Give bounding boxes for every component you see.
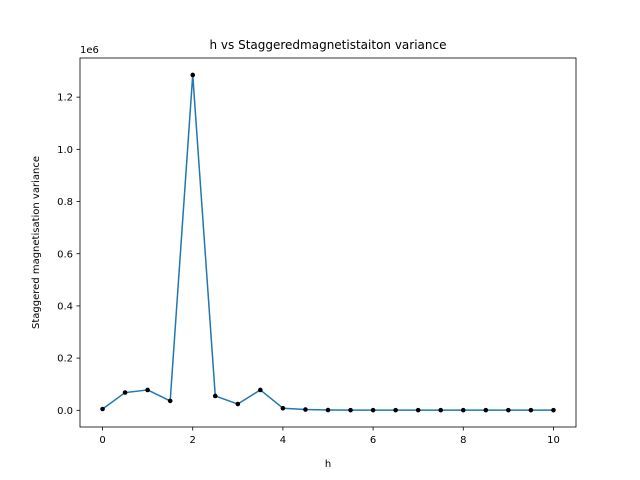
chart-title: h vs Staggeredmagnetistaiton variance (209, 38, 446, 52)
data-point-5 (212, 393, 218, 399)
data-point-17 (483, 407, 489, 413)
plot-frame (79, 57, 577, 428)
data-point-2 (145, 387, 150, 393)
y-axis-offset-label: 1e6 (80, 45, 99, 56)
data-point-10 (325, 407, 331, 413)
data-point-20 (551, 407, 556, 413)
data-point-7 (258, 387, 263, 393)
data-point-13 (393, 407, 398, 413)
x-tick-label-4: 8 (460, 435, 466, 446)
y-tick-label-4: 0.8 (57, 197, 73, 208)
x-tick-label-2: 4 (280, 435, 286, 446)
data-point-11 (348, 407, 353, 413)
y-tick-label-6: 1.2 (57, 93, 73, 104)
data-point-12 (370, 407, 376, 413)
data-point-16 (460, 407, 466, 413)
y-tick-label-1: 0.2 (57, 354, 73, 365)
x-tick-label-1: 2 (190, 435, 196, 446)
y-tick-label-0: 0.0 (57, 406, 73, 417)
series-layer (100, 72, 556, 413)
data-point-4 (190, 72, 196, 78)
x-axis-label: h (325, 459, 331, 470)
x-tick-label-0: 0 (99, 435, 105, 446)
data-point-18 (506, 407, 511, 413)
data-point-1 (122, 390, 128, 395)
y-axis: 0.0 0.2 0.4 0.6 0.8 1.0 1.2 (57, 93, 80, 417)
data-point-8 (280, 405, 286, 411)
y-tick-label-2: 0.4 (57, 302, 73, 313)
x-tick-label-3: 6 (370, 435, 376, 446)
data-point-14 (415, 407, 421, 413)
y-tick-label-3: 0.6 (57, 249, 73, 260)
data-point-3 (167, 398, 173, 404)
data-point-15 (438, 407, 444, 413)
x-tick-label-5: 10 (547, 435, 560, 446)
data-point-19 (528, 407, 534, 413)
plot-area (80, 58, 576, 427)
y-axis-label: Staggered magnetisation variance (31, 156, 42, 329)
data-point-0 (100, 406, 105, 412)
data-point-6 (235, 401, 241, 407)
y-tick-label-5: 1.0 (57, 145, 73, 156)
x-axis: 0 2 4 6 8 10 (99, 427, 560, 446)
data-point-9 (303, 407, 308, 412)
